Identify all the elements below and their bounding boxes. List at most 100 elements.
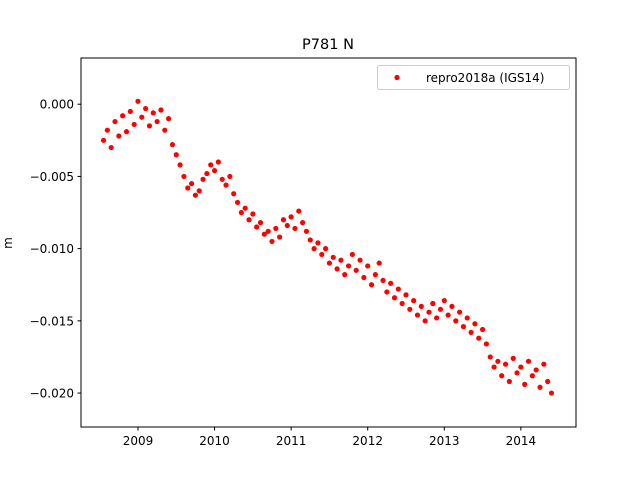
data-point — [254, 224, 260, 230]
data-point — [296, 208, 302, 214]
data-point — [330, 254, 336, 260]
data-point — [292, 225, 298, 232]
plot-frame — [80, 57, 577, 428]
data-point — [453, 318, 459, 324]
data-point — [518, 364, 524, 370]
data-point — [120, 113, 126, 119]
data-point — [533, 367, 539, 373]
data-point — [449, 303, 455, 310]
data-point — [208, 162, 214, 168]
data-point — [311, 246, 317, 252]
x-axis-ticks: 2009 2010 2011 2012 2013 2014 — [123, 427, 536, 448]
data-point — [143, 105, 149, 112]
data-point — [104, 127, 110, 133]
data-point — [284, 222, 290, 229]
data-point — [483, 341, 490, 347]
y-tick-label: 0.000 — [40, 98, 74, 112]
data-point — [468, 329, 474, 336]
data-point — [166, 116, 172, 122]
data-point — [545, 378, 551, 385]
data-point — [227, 173, 233, 180]
data-point — [265, 228, 271, 234]
data-point — [181, 173, 187, 180]
data-point — [391, 295, 398, 301]
data-point — [112, 118, 118, 125]
x-tick-label: 2013 — [429, 434, 460, 448]
x-tick-label: 2012 — [352, 434, 383, 448]
data-point — [437, 306, 444, 312]
data-point — [200, 176, 206, 182]
legend: repro2018a (IGS14) — [377, 65, 570, 90]
data-point — [430, 300, 436, 307]
data-point — [499, 373, 505, 379]
data-point — [514, 370, 520, 376]
data-point — [185, 185, 191, 191]
legend-label: repro2018a (IGS14) — [426, 71, 544, 85]
data-point — [177, 162, 183, 168]
data-point — [146, 123, 153, 129]
data-point — [353, 267, 359, 273]
data-point — [342, 272, 348, 278]
data-point — [154, 118, 160, 125]
data-point — [158, 107, 164, 113]
data-point — [261, 231, 267, 237]
data-point — [395, 286, 401, 292]
data-point — [242, 205, 248, 211]
data-point — [277, 234, 283, 240]
y-axis-label: m — [1, 237, 15, 249]
data-point — [399, 300, 405, 307]
data-point — [422, 318, 428, 324]
data-point — [414, 312, 421, 318]
data-point — [273, 225, 279, 232]
legend-marker — [394, 74, 400, 81]
data-point — [376, 260, 382, 266]
data-point — [246, 217, 252, 223]
data-points — [100, 98, 555, 396]
data-point — [257, 220, 264, 226]
data-point — [441, 298, 447, 304]
data-point — [403, 292, 409, 298]
data-point — [349, 251, 355, 258]
data-point — [434, 315, 440, 321]
data-point — [100, 137, 107, 143]
y-axis-ticks: 0.000 −0.005 −0.010 −0.015 −0.020 — [30, 98, 81, 401]
data-point — [506, 378, 512, 385]
data-point — [131, 121, 137, 128]
data-point — [223, 182, 229, 188]
data-point — [426, 309, 432, 315]
data-point — [188, 181, 195, 187]
data-point — [250, 211, 256, 217]
data-point — [457, 309, 463, 315]
y-tick-label: −0.015 — [30, 314, 74, 328]
data-point — [269, 238, 275, 245]
data-point — [491, 364, 497, 370]
y-tick-label: −0.010 — [30, 242, 74, 256]
data-point — [380, 277, 386, 284]
data-point — [407, 306, 413, 312]
data-point — [300, 220, 306, 226]
data-point — [464, 315, 470, 321]
data-point — [215, 159, 221, 165]
data-point — [537, 384, 543, 390]
data-point — [502, 361, 509, 367]
data-point — [135, 98, 141, 104]
data-point — [116, 133, 122, 139]
data-point — [322, 246, 329, 252]
data-point — [476, 335, 482, 341]
data-point — [338, 257, 344, 263]
data-point — [307, 237, 313, 243]
data-point — [372, 272, 378, 278]
data-point — [211, 168, 218, 174]
legend-box — [377, 65, 570, 90]
data-point — [139, 114, 145, 120]
data-point — [479, 326, 486, 333]
x-tick-label: 2010 — [199, 434, 230, 448]
data-point — [238, 209, 244, 216]
data-point — [315, 240, 321, 246]
data-point — [150, 110, 156, 116]
data-point — [495, 358, 501, 364]
data-point — [529, 373, 535, 379]
data-point — [388, 280, 394, 286]
data-point — [525, 358, 532, 364]
